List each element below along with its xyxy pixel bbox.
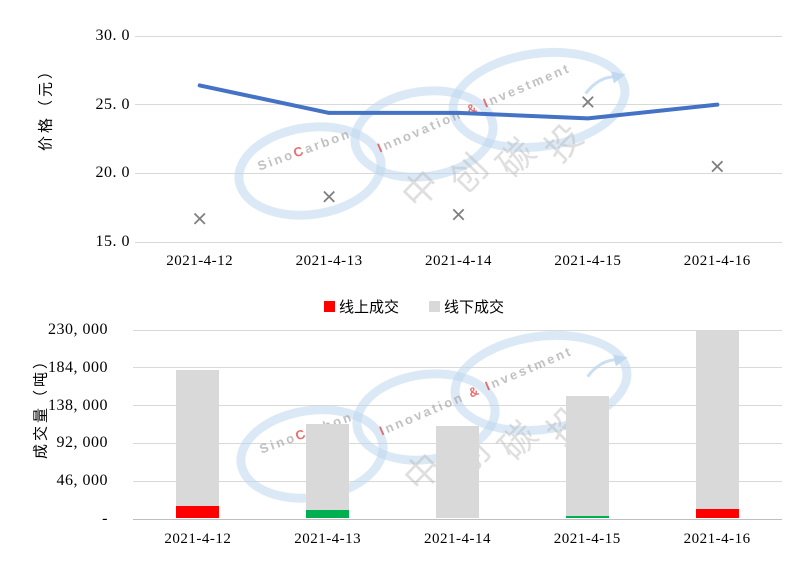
legend-label: 线下成交 (444, 300, 505, 316)
volume-bar-segment (176, 505, 220, 518)
watermark-swoosh-icon (586, 354, 628, 378)
volume-category-label: 2021-4-14 (424, 531, 491, 547)
watermark-text: I (377, 422, 389, 439)
price-x-marker (452, 208, 465, 221)
price-y-tick-label: 25. 0 (95, 95, 130, 113)
price-category-label: 2021-4-15 (554, 253, 622, 269)
watermark-text: I (482, 377, 495, 394)
volume-bar-segment (306, 424, 350, 510)
price-y-tick-label: 15. 0 (95, 233, 130, 250)
volume-gridline (133, 329, 782, 331)
price-x-marker (323, 190, 335, 203)
legend-swatch-icon (429, 301, 440, 312)
volume-y-tick-label: 46, 000 (56, 472, 108, 490)
volume-bar-segment (695, 330, 739, 509)
price-gridline (135, 172, 782, 174)
legend-label: 线上成交 (338, 300, 399, 316)
volume-bar-segment (436, 425, 479, 518)
volume-category-label: 2021-4-13 (294, 531, 362, 547)
legend: 线上成交 线下成交 (0, 296, 802, 317)
volume-bar-segment (695, 508, 739, 518)
price-x-marker (582, 96, 594, 108)
legend-item-online: 线上成交 (323, 296, 399, 317)
volume-category-label: 2021-4-16 (683, 531, 751, 547)
volume-y-tick-label: - (102, 510, 108, 527)
volume-y-tick-label: 92, 000 (56, 434, 108, 452)
volume-bar-segment (565, 396, 609, 516)
price-category-label: 2021-4-13 (295, 253, 363, 269)
watermark-text: & (466, 379, 489, 401)
price-category-label: 2021-4-12 (166, 253, 234, 269)
volume-y-tick-label: 230, 000 (48, 321, 108, 338)
price-gridline (135, 241, 782, 243)
price-category-label: 2021-4-16 (683, 253, 751, 269)
price-gridline (135, 35, 782, 37)
volume-gridline (133, 367, 782, 369)
price-line (197, 83, 720, 121)
volume-bar-segment (306, 509, 350, 518)
price-series-layer (193, 83, 724, 225)
price-x-marker (711, 160, 724, 173)
price-y-tick-label: 20. 0 (95, 164, 130, 182)
volume-y-tick-label: 138, 000 (48, 396, 108, 414)
legend-item-offline: 线下成交 (429, 296, 504, 317)
price-y-tick-label: 30. 0 (95, 27, 130, 44)
volume-gridline (133, 518, 782, 520)
legend-swatch-icon (323, 301, 335, 312)
volume-bar-segment (565, 515, 609, 518)
volume-category-label: 2021-4-15 (553, 531, 621, 547)
watermark-cjk-char: 碳 (491, 414, 546, 469)
watermark-brand-innovation-investment: Innovation & Investment (377, 343, 575, 438)
volume-category-label: 2021-4-12 (164, 531, 232, 547)
price-gridline (135, 104, 782, 106)
price-category-label: 2021-4-14 (425, 253, 492, 269)
volume-bar-segment (176, 370, 220, 506)
watermark-ellipse-icon (346, 360, 506, 474)
volume-y-tick-label: 184, 000 (48, 358, 108, 376)
volume-gridline (133, 405, 782, 407)
price-x-marker (193, 212, 206, 225)
